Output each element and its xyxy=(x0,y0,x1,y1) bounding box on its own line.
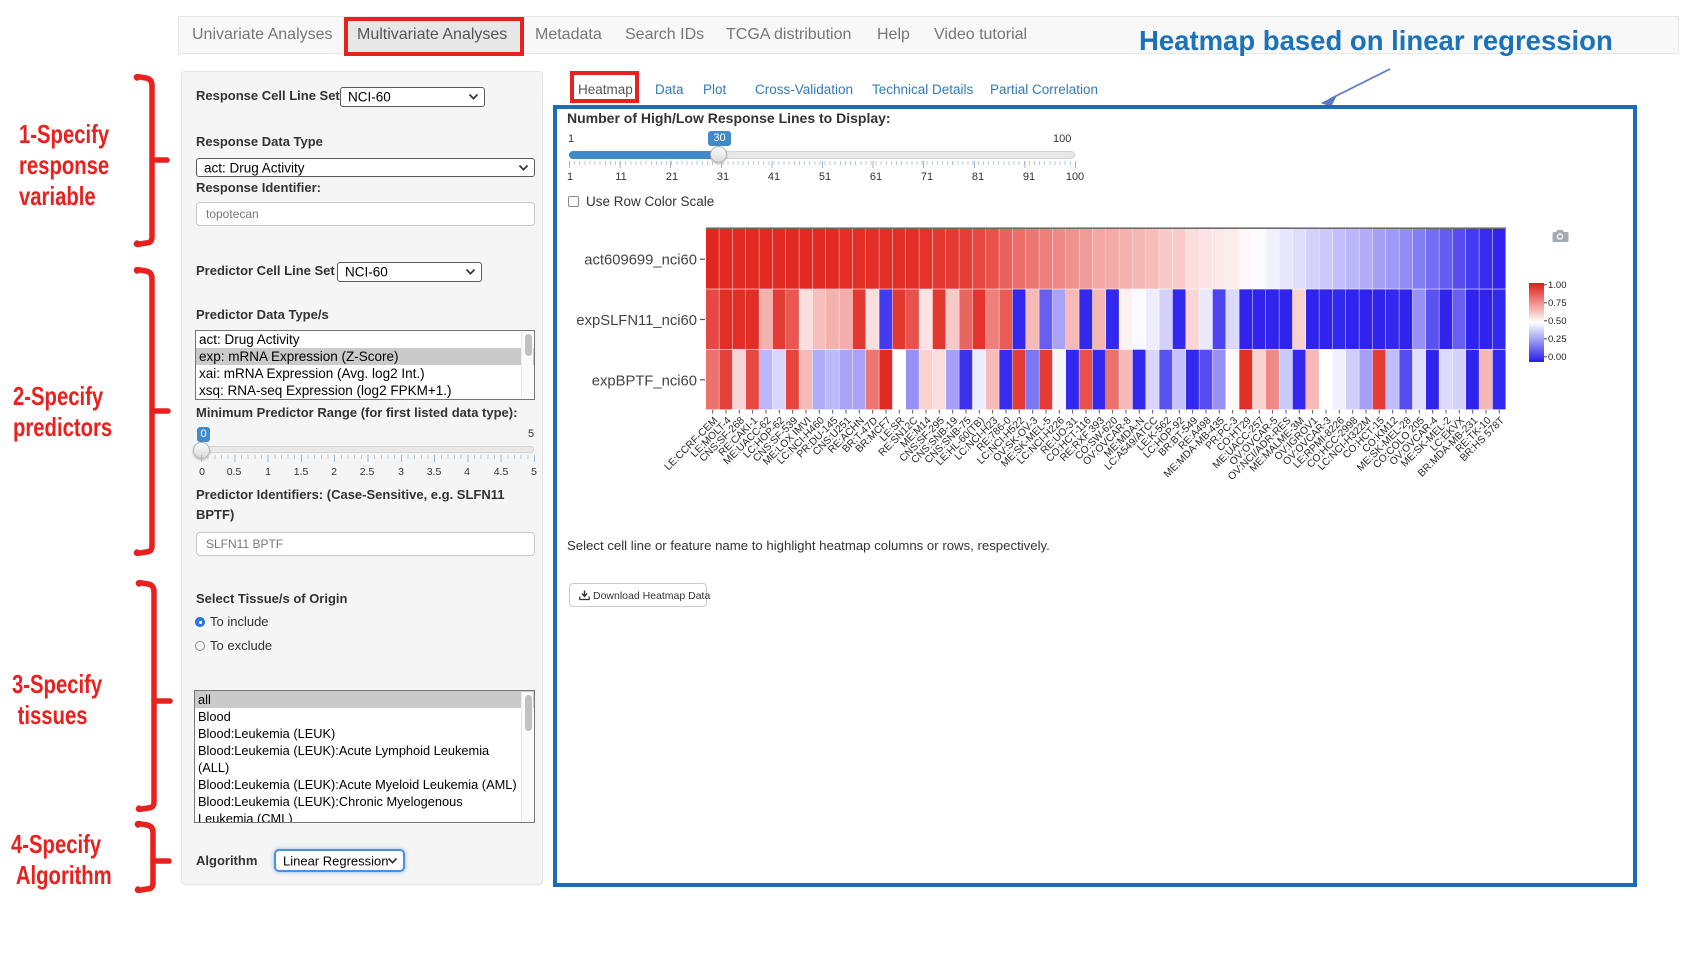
svg-text:0.50: 0.50 xyxy=(1548,316,1567,327)
svg-text:expBPTF_nci60: expBPTF_nci60 xyxy=(592,373,697,389)
svg-text:expSLFN11_nci60: expSLFN11_nci60 xyxy=(576,313,697,329)
svg-text:0.00: 0.00 xyxy=(1548,352,1567,363)
svg-text:act609699_nci60: act609699_nci60 xyxy=(584,253,697,269)
svg-text:0.75: 0.75 xyxy=(1548,298,1567,309)
svg-text:0.25: 0.25 xyxy=(1548,334,1567,345)
svg-text:1.00: 1.00 xyxy=(1548,280,1567,291)
